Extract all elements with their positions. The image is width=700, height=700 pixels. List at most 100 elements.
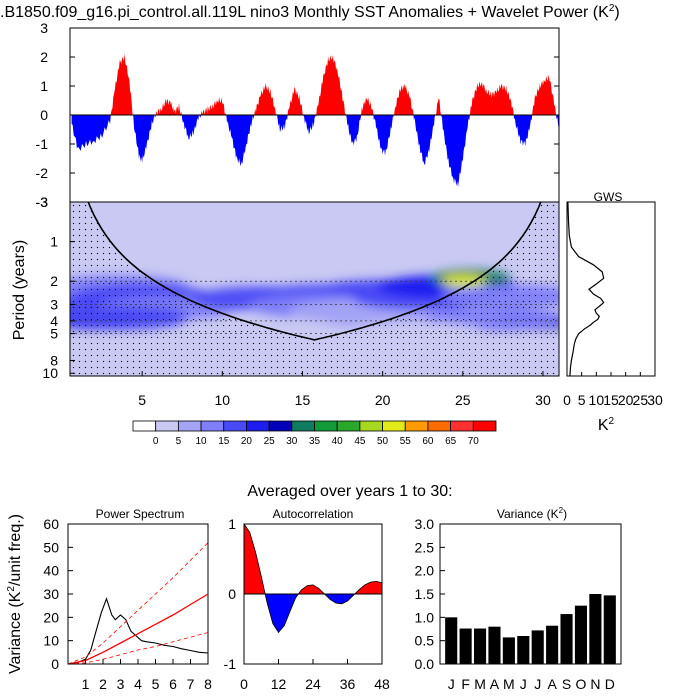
variance-bar	[473, 628, 487, 664]
wavelet-x-tick-label: 10	[215, 392, 231, 408]
variance-y-tick-label: 0.5	[415, 633, 435, 649]
wavelet-y-tick-label: 10	[42, 365, 58, 381]
cone-of-influence-curve	[87, 202, 542, 341]
spectrum-y-tick-label: 0	[51, 656, 59, 672]
spectrum-x-tick-label: 3	[117, 676, 125, 692]
spectrum-y-tick-label: 50	[43, 539, 59, 555]
spectrum-y-tick-label: 20	[43, 609, 59, 625]
power-spectrum-significance-line	[67, 632, 209, 665]
anomaly-y-tick-label: -1	[36, 136, 49, 152]
wavelet-y-tick-label: 1	[50, 234, 58, 250]
variance-month-label: M	[503, 676, 515, 692]
variance-month-label: J	[520, 676, 527, 692]
gws-title: GWS	[594, 190, 623, 204]
variance-month-label: N	[590, 676, 600, 692]
colorbar-swatch	[291, 420, 315, 432]
variance-y-tick-label: 1.5	[415, 586, 435, 602]
wavelet-frame	[69, 201, 560, 377]
variance-month-label: J	[448, 676, 455, 692]
autocorrelation-positive-area	[244, 524, 382, 594]
anomaly-positive-area	[71, 53, 559, 115]
power-spectrum-significance-line	[67, 593, 209, 665]
colorbar-label: 70	[468, 436, 480, 447]
wavelet-y-tick-label: 2	[50, 273, 58, 289]
variance-y-tick-label: 1.0	[415, 609, 435, 625]
gws-x-tick-label: 0	[563, 392, 571, 408]
colorbar-swatch	[404, 420, 429, 432]
variance-month-label: S	[562, 676, 571, 692]
variance-title: Variance (K2)	[497, 506, 567, 521]
colorbar-label: 55	[400, 436, 412, 447]
anomaly-y-tick-label: 1	[40, 78, 48, 94]
ac-x-tick-label: 24	[305, 676, 321, 692]
colorbar-label: 10	[196, 436, 208, 447]
colorbar-swatch	[223, 420, 247, 432]
anomaly-y-tick-label: -3	[36, 194, 49, 210]
variance-bar	[459, 628, 472, 664]
variance-month-label: J	[534, 676, 541, 692]
power-spectrum-y-axis-label: Variance (K2/unit freq.)	[6, 514, 24, 674]
gws-series-line	[567, 201, 605, 377]
variance-month-label: M	[474, 676, 486, 692]
ac-x-tick-label: 0	[240, 676, 248, 692]
power-spectrum-title: Power Spectrum	[96, 507, 185, 521]
gws-x-tick-label: 10	[589, 392, 605, 408]
variance-bar	[502, 637, 515, 664]
power-spectrum-significance-line	[67, 542, 209, 665]
colorbar-label: 30	[286, 436, 298, 447]
wavelet-x-tick-label: 15	[295, 392, 311, 408]
colorbar-label: 45	[354, 436, 366, 447]
colorbar-swatch	[132, 420, 157, 432]
variance-month-label: F	[461, 676, 470, 692]
colorbar-label: 0	[153, 436, 159, 447]
gws-x-tick-label: 15	[603, 392, 619, 408]
spectrum-y-tick-label: 60	[43, 516, 59, 532]
variance-bar	[560, 614, 573, 664]
colorbar-swatch	[450, 420, 474, 432]
autocorrelation-title: Autocorrelation	[273, 507, 354, 521]
colorbar-swatch	[200, 420, 225, 432]
power-spectrum-frame	[67, 523, 209, 665]
colorbar-swatch	[314, 420, 338, 432]
variance-bar	[445, 617, 458, 664]
global-wavelet-spectrum-chart: GWS 0 5 10 15 20 25 30 K2	[563, 190, 663, 434]
spectrum-x-tick-label: 6	[169, 676, 177, 692]
wavelet-y-tick-label: 3	[50, 296, 58, 312]
variance-month-label: A	[547, 676, 557, 692]
colorbar-label: 65	[445, 436, 457, 447]
variance-month-label: A	[490, 676, 500, 692]
colorbar-swatch	[472, 420, 497, 432]
wavelet-y-tick-label: 8	[50, 352, 58, 368]
variance-bar	[517, 636, 530, 664]
wavelet-y-tick-label: 4	[50, 313, 58, 329]
colorbar-label: 20	[241, 436, 253, 447]
gws-x-tick-label: 30	[647, 392, 663, 408]
anomaly-y-tick-label: 0	[40, 107, 48, 123]
colorbar-label: 60	[422, 436, 434, 447]
wavelet-x-tick-label: 20	[375, 392, 391, 408]
spectrum-y-tick-label: 10	[43, 633, 59, 649]
variance-bar	[488, 626, 501, 664]
colorbar-swatch	[382, 420, 406, 432]
spectrum-x-tick-label: 5	[152, 676, 160, 692]
variance-bar	[574, 605, 588, 664]
colorbar-swatch	[268, 420, 293, 432]
cone-of-influence-stipple	[70, 202, 559, 376]
colorbar-label: 25	[264, 436, 276, 447]
ac-x-tick-label: 48	[374, 676, 390, 692]
gws-frame	[566, 201, 656, 377]
variance-y-tick-label: 3.0	[415, 516, 435, 532]
spectrum-x-tick-label: 4	[134, 676, 142, 692]
variance-bar	[589, 594, 602, 664]
averaged-caption: Averaged over years 1 to 30:	[247, 483, 452, 500]
spectrum-y-tick-label: 40	[43, 563, 59, 579]
variance-bar	[603, 595, 616, 664]
colorbar-label: 40	[332, 436, 344, 447]
colorbar-swatch	[155, 420, 179, 432]
anomaly-timeseries-chart: -3 -2 -1 0 1 2 3	[36, 20, 560, 210]
anomaly-y-tick-label: -2	[36, 165, 49, 181]
ac-y-tick-label: 1	[228, 516, 236, 532]
gws-x-tick-label: 5	[578, 392, 586, 408]
anomaly-y-tick-label: 3	[40, 20, 48, 36]
